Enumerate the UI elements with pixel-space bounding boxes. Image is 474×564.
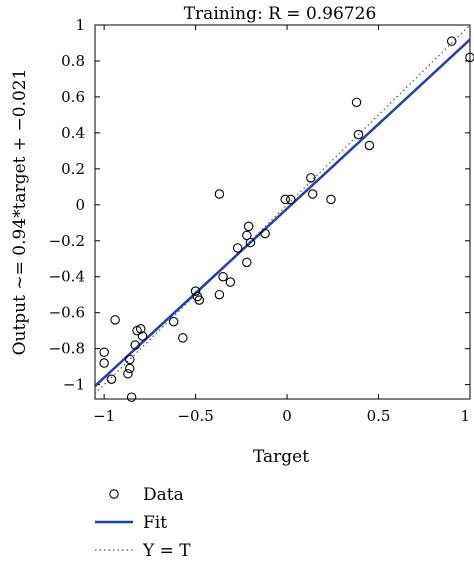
x-axis-label: Target [253,447,309,467]
data-point [214,289,225,300]
legend-label: Y = T [142,541,191,561]
y-tick-label: −0.4 [49,268,85,286]
legend: Data Fit Y = T [95,485,191,561]
y-tick-label: −0.6 [49,304,85,322]
y-tick-label: 1 [75,16,85,34]
y-tick-label: −1 [63,376,85,394]
x-tick-label: −0.5 [177,407,213,425]
data-point [168,316,179,327]
y-tick-label: 0.8 [61,52,85,70]
data-point [351,97,362,108]
data-point [306,173,316,183]
x-axis-ticks: −1 −0.5 0 0.5 1 [93,25,471,425]
data-point [446,36,457,46]
x-tick-label: −1 [93,407,115,425]
y-tick-label: 0.6 [61,88,85,106]
data-point [326,194,336,205]
legend-data-marker [109,489,119,499]
data-point [245,237,256,248]
data-point [99,347,109,357]
chart-title: Training: R = 0.96726 [184,4,377,24]
data-point [260,228,270,239]
data-point [123,369,133,379]
data-point [99,358,109,368]
y-axis-ticks: −1 −0.8 −0.6 −0.4 −0.2 0 0.2 0.4 0.6 0.8 1 [49,16,470,394]
data-point [225,277,236,287]
fit-lines [95,25,470,395]
y-axis-label: Output ~= 0.94*target + −0.021 [10,69,30,356]
y-tick-label: −0.8 [49,340,85,358]
data-point [106,374,117,384]
data-point [353,129,364,140]
data-point [137,331,148,341]
y-tick-label: −0.2 [49,232,85,250]
data-point [232,243,243,253]
data-point [307,189,318,199]
x-tick-label: 1 [460,407,470,425]
data-points [99,36,474,402]
data-point [126,392,137,402]
data-point [125,363,135,374]
data-point [125,354,135,365]
data-point [242,257,252,268]
data-point [178,333,188,343]
data-point [135,324,146,334]
data-point [465,52,474,63]
data-point [194,295,205,305]
data-point [110,315,120,325]
x-tick-label: 0.5 [367,407,391,425]
data-point [364,140,375,151]
data-point [243,221,254,232]
identity-line [95,25,470,395]
legend-label: Data [143,485,184,505]
y-tick-label: 0.4 [61,124,85,142]
y-tick-label: 0 [75,196,85,214]
plot-area-frame [94,24,471,400]
data-point [285,194,296,205]
data-point [280,194,290,205]
data-point [130,340,140,350]
x-tick-label: 0 [282,407,292,425]
fit-line [95,38,470,387]
data-point [218,271,228,282]
legend-label: Fit [143,513,167,533]
y-tick-label: 0.2 [61,160,85,178]
data-point [190,286,201,296]
data-point [214,189,225,199]
